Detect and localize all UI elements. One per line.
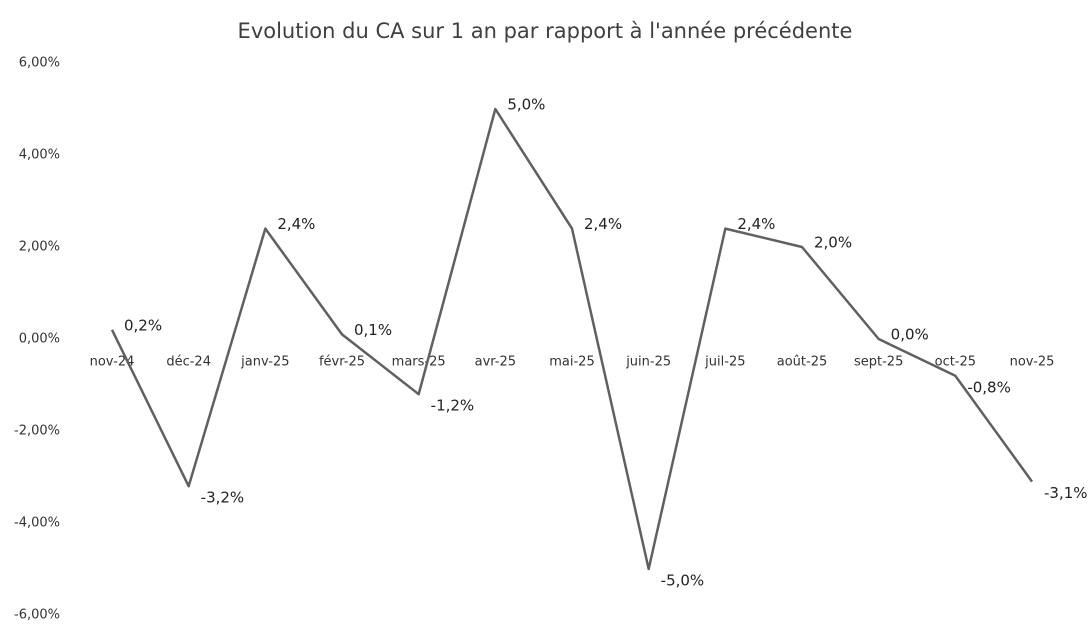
y-tick-label: 0,00% — [19, 332, 60, 347]
data-label: 0,1% — [354, 321, 392, 339]
data-label: 2,4% — [584, 215, 622, 233]
data-label: -0,8% — [967, 378, 1011, 396]
data-label: 2,4% — [277, 215, 315, 233]
x-tick-label: mars-25 — [392, 355, 446, 370]
x-tick-label: déc-24 — [166, 355, 211, 370]
x-tick-label: févr-25 — [319, 355, 365, 370]
x-tick-label: nov-24 — [90, 355, 135, 370]
y-tick-label: -6,00% — [14, 608, 60, 623]
x-tick-label: juil-25 — [704, 355, 745, 370]
data-label: 2,0% — [814, 234, 852, 252]
data-label: -3,1% — [1044, 484, 1088, 502]
data-label: 2,4% — [737, 215, 775, 233]
y-tick-label: 4,00% — [19, 148, 60, 163]
x-tick-label: nov-25 — [1010, 355, 1055, 370]
data-label: -1,2% — [431, 397, 475, 415]
x-tick-label: avr-25 — [475, 355, 516, 370]
data-label: 5,0% — [507, 96, 545, 114]
line-series — [110, 107, 1034, 571]
y-tick-label: -4,00% — [14, 516, 60, 531]
data-label: 0,0% — [891, 326, 929, 344]
data-label: 0,2% — [124, 316, 162, 334]
data-label: -3,2% — [201, 489, 245, 507]
x-tick-label: juin-25 — [625, 355, 671, 370]
x-tick-label: août-25 — [777, 355, 828, 370]
y-tick-label: 2,00% — [19, 240, 60, 255]
x-tick-label: oct-25 — [935, 355, 976, 370]
data-label: -5,0% — [661, 572, 705, 590]
x-tick-label: sept-25 — [854, 355, 903, 370]
y-tick-label: -2,00% — [14, 424, 60, 439]
x-tick-label: mai-25 — [549, 355, 594, 370]
x-tick-label: janv-25 — [240, 355, 289, 370]
chart-title: Evolution du CA sur 1 an par rapport à l… — [238, 19, 853, 43]
y-tick-label: 6,00% — [19, 56, 60, 71]
